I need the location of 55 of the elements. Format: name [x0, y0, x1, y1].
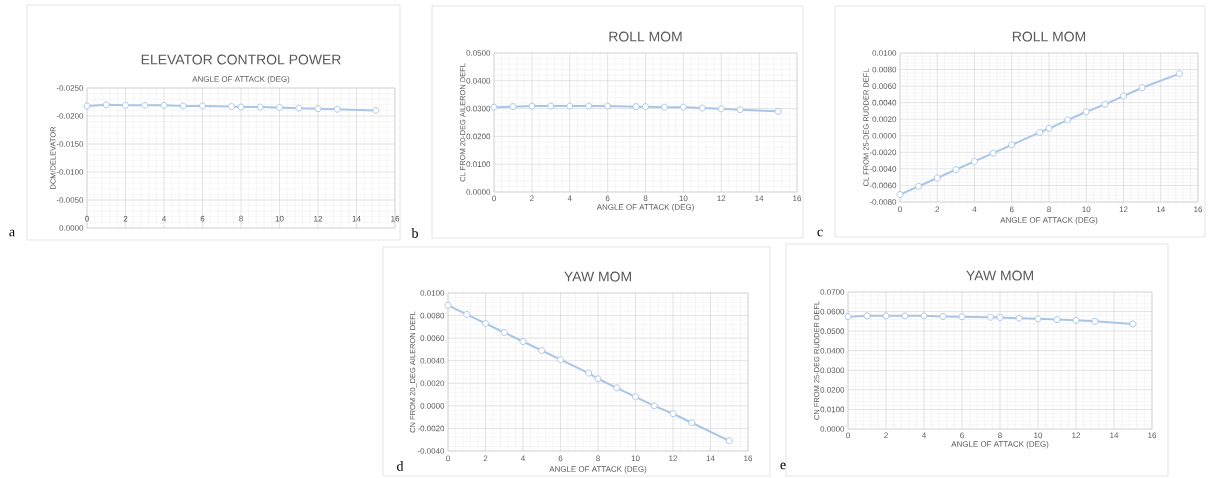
point [863, 312, 871, 320]
point [463, 310, 471, 318]
point [500, 329, 508, 336]
point [1138, 84, 1146, 92]
point [1091, 317, 1099, 325]
point [585, 369, 593, 377]
text: a [9, 229, 15, 237]
point [594, 375, 602, 383]
point [538, 347, 546, 355]
point [1036, 128, 1044, 136]
point [632, 393, 639, 401]
text: e [780, 462, 786, 470]
point [1175, 70, 1183, 78]
point [1129, 320, 1137, 328]
point [519, 338, 527, 345]
point [952, 166, 960, 174]
point [933, 174, 941, 182]
point [1072, 316, 1080, 324]
point [1064, 116, 1072, 124]
point [920, 312, 928, 320]
point [613, 384, 621, 392]
point [482, 319, 489, 327]
chart-title: YAW MOM [966, 270, 1033, 281]
chart-title: ROLL MOM [609, 31, 682, 42]
point [650, 402, 658, 410]
point [669, 410, 677, 418]
point [844, 313, 852, 321]
point [1120, 92, 1127, 100]
point [1101, 100, 1109, 108]
chart-title: ROLL MOM [1012, 31, 1086, 42]
point [444, 301, 452, 309]
point [1008, 141, 1016, 149]
point [688, 419, 696, 427]
chart-title: ELEVATOR CONTROL POWER [141, 54, 341, 65]
point [989, 149, 997, 157]
chart-title: YAW MOM [564, 271, 631, 282]
point [939, 312, 947, 320]
point [958, 313, 966, 321]
point [1045, 124, 1053, 132]
point [901, 312, 909, 320]
text: b [411, 228, 418, 238]
point [725, 437, 733, 445]
point [971, 157, 978, 165]
point [1015, 314, 1023, 322]
point [896, 191, 904, 199]
point [882, 312, 890, 320]
text: d [397, 461, 404, 471]
point [987, 313, 994, 321]
text: c [817, 229, 823, 237]
point [557, 356, 564, 364]
point [915, 182, 923, 190]
point [1082, 108, 1090, 116]
point [1053, 316, 1061, 324]
point [1034, 315, 1042, 323]
point [996, 313, 1004, 321]
